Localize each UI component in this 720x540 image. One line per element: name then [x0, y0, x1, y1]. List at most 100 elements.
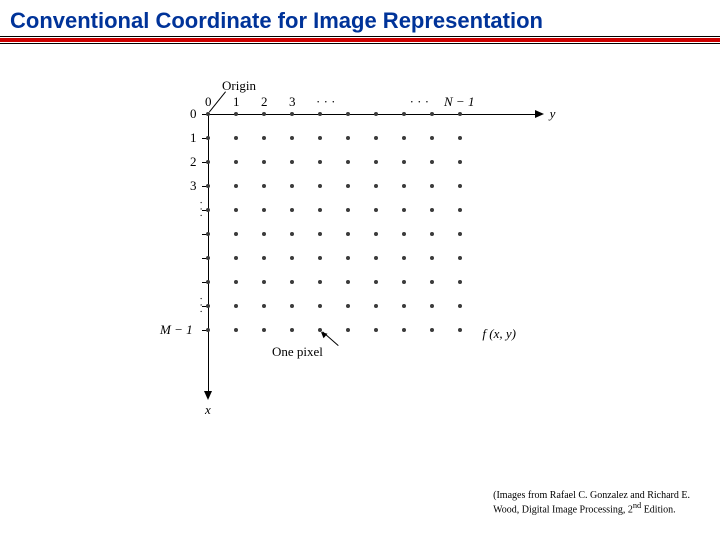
pixel-dot — [206, 280, 210, 284]
pixel-dot — [346, 328, 350, 332]
pixel-dot — [262, 232, 266, 236]
pixel-dot — [206, 304, 210, 308]
row-tick-0: 0 — [190, 106, 197, 122]
pixel-dot — [290, 136, 294, 140]
one-pixel-label: One pixel — [272, 344, 323, 360]
pixel-dot — [430, 304, 434, 308]
col-tick-1: 1 — [233, 94, 240, 110]
pixel-dot — [234, 184, 238, 188]
pixel-dot — [458, 112, 462, 116]
col-tick-2: 2 — [261, 94, 268, 110]
fxy-label: f (x, y) — [482, 326, 516, 342]
title-rule — [0, 36, 720, 44]
pixel-dot — [374, 184, 378, 188]
pixel-dot — [458, 136, 462, 140]
pixel-dot — [374, 256, 378, 260]
pixel-dot — [206, 160, 210, 164]
x-axis-label: x — [205, 402, 211, 418]
pixel-dot — [402, 256, 406, 260]
pixel-dot — [290, 256, 294, 260]
pixel-dot — [262, 304, 266, 308]
x-axis-arrowhead — [204, 391, 212, 400]
pixel-dot — [346, 280, 350, 284]
origin-pointer — [209, 91, 226, 112]
pixel-dot — [430, 232, 434, 236]
col-ellipsis-left: · · · — [316, 94, 336, 110]
x-axis-line — [208, 114, 209, 392]
pixel-dot — [318, 112, 322, 116]
pixel-dot — [346, 112, 350, 116]
pixel-dot — [206, 256, 210, 260]
row-ellipsis-top: · · · — [194, 201, 206, 218]
pixel-dot — [318, 208, 322, 212]
pixel-dot — [234, 232, 238, 236]
pixel-dot — [346, 304, 350, 308]
image-credit: (Images from Rafael C. Gonzalez and Rich… — [493, 490, 690, 516]
pixel-dot — [374, 112, 378, 116]
pixel-dot — [262, 208, 266, 212]
pixel-dot — [318, 256, 322, 260]
pixel-dot — [290, 232, 294, 236]
pixel-dot — [206, 184, 210, 188]
pixel-dot — [234, 208, 238, 212]
page-title: Conventional Coordinate for Image Repres… — [10, 8, 543, 34]
pixel-dot — [430, 136, 434, 140]
pixel-dot — [318, 280, 322, 284]
pixel-dot — [234, 112, 238, 116]
pixel-dot — [346, 232, 350, 236]
pixel-dot — [374, 160, 378, 164]
pixel-dot — [402, 232, 406, 236]
pixel-dot — [206, 112, 210, 116]
pixel-dot — [290, 328, 294, 332]
pixel-dot — [374, 304, 378, 308]
pixel-dot — [458, 208, 462, 212]
pixel-dot — [458, 160, 462, 164]
row-tick-1: 1 — [190, 130, 197, 146]
pixel-dot — [262, 136, 266, 140]
pixel-dot — [430, 328, 434, 332]
pixel-dot — [458, 328, 462, 332]
pixel-dot — [402, 328, 406, 332]
y-axis-arrowhead — [535, 110, 544, 118]
pixel-dot — [290, 184, 294, 188]
row-last-label: M − 1 — [160, 322, 193, 338]
col-tick-3: 3 — [289, 94, 296, 110]
pixel-dot — [430, 112, 434, 116]
row-ellipsis-bot: · · · — [194, 297, 206, 314]
pixel-dot — [374, 136, 378, 140]
one-pixel-arrowhead — [319, 330, 327, 338]
coordinate-diagram: yxOrigin0123· · ·· · ·N − 10123· · ·· · … — [150, 72, 570, 392]
pixel-dot — [234, 136, 238, 140]
pixel-dot — [430, 208, 434, 212]
pixel-dot — [318, 136, 322, 140]
pixel-dot — [234, 328, 238, 332]
pixel-dot — [234, 160, 238, 164]
pixel-dot — [430, 160, 434, 164]
pixel-dot — [318, 232, 322, 236]
pixel-dot — [234, 280, 238, 284]
pixel-dot — [402, 304, 406, 308]
pixel-dot — [346, 256, 350, 260]
pixel-dot — [318, 304, 322, 308]
pixel-dot — [346, 184, 350, 188]
pixel-dot — [402, 208, 406, 212]
col-last-label: N − 1 — [444, 94, 474, 110]
row-tick-3: 3 — [190, 178, 197, 194]
pixel-dot — [458, 280, 462, 284]
pixel-dot — [430, 280, 434, 284]
pixel-dot — [430, 256, 434, 260]
pixel-dot — [374, 232, 378, 236]
pixel-dot — [290, 160, 294, 164]
pixel-dot — [402, 136, 406, 140]
row-tick-2: 2 — [190, 154, 197, 170]
y-axis-label: y — [550, 106, 556, 122]
col-ellipsis-right: · · · — [410, 94, 430, 110]
pixel-dot — [402, 160, 406, 164]
pixel-dot — [458, 232, 462, 236]
pixel-dot — [346, 136, 350, 140]
pixel-dot — [262, 112, 266, 116]
pixel-dot — [318, 160, 322, 164]
pixel-dot — [374, 328, 378, 332]
credit-line1: (Images from Rafael C. Gonzalez and Rich… — [493, 490, 690, 502]
pixel-dot — [290, 280, 294, 284]
